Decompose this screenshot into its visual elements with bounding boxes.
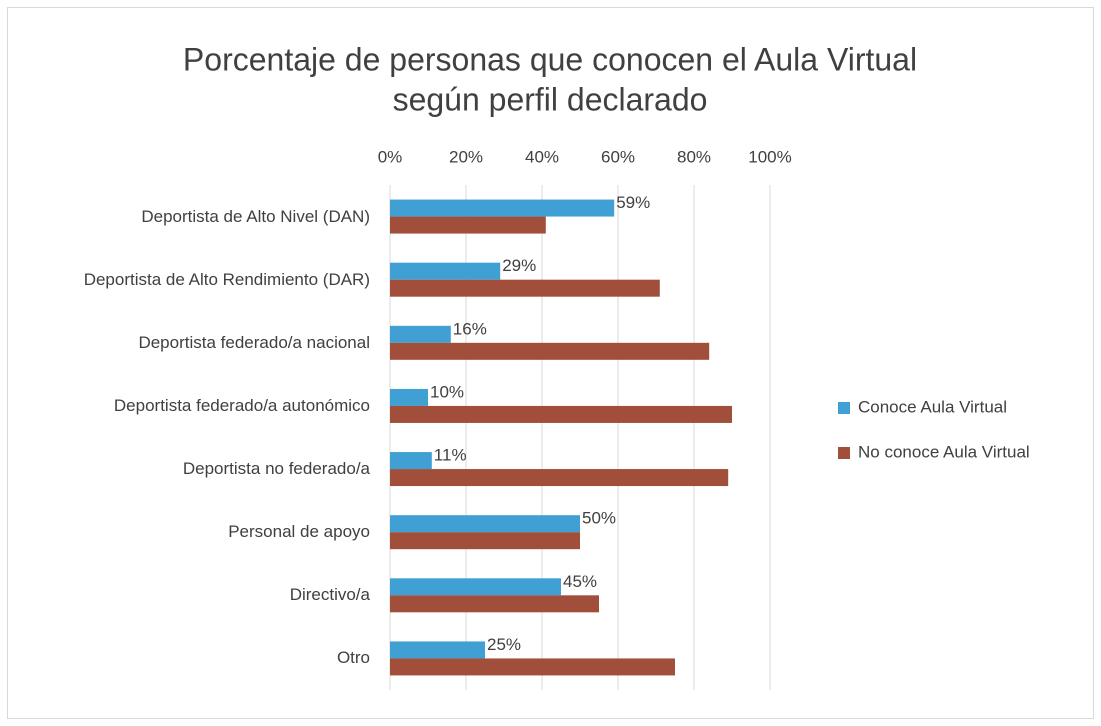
data-label: 29% xyxy=(502,256,536,275)
y-tick-text: Deportista de Alto Nivel (DAN) xyxy=(141,206,370,226)
x-tick-label: 60% xyxy=(601,147,635,166)
x-tick-label: 20% xyxy=(449,147,483,166)
y-tick-label: Personal de apoyo xyxy=(10,519,370,545)
y-tick-label: Deportista no federado/a xyxy=(10,456,370,482)
bar xyxy=(390,469,729,487)
y-tick-text: Deportista no federado/a xyxy=(182,459,370,479)
bar xyxy=(390,199,615,217)
x-tick-label: 40% xyxy=(525,147,559,166)
bar xyxy=(390,279,660,297)
y-tick-text: Otro xyxy=(336,648,370,668)
legend-label: Conoce Aula Virtual xyxy=(858,397,1007,416)
bar xyxy=(390,342,710,360)
x-tick-label: 0% xyxy=(378,147,403,166)
bar xyxy=(390,515,580,533)
y-tick-label: Deportista de Alto Rendimiento (DAR) xyxy=(10,267,370,293)
chart-title: Porcentaje de personas que conocen el Au… xyxy=(183,41,917,77)
data-label: 11% xyxy=(434,446,467,465)
legend-swatch xyxy=(838,402,850,414)
y-tick-label: Directivo/a xyxy=(10,582,370,608)
bar xyxy=(390,452,432,470)
y-tick-text: Deportista de Alto Rendimiento (DAR) xyxy=(83,269,370,289)
chart-title: según perfil declarado xyxy=(393,81,708,117)
y-tick-label: Deportista federado/a nacional xyxy=(10,330,370,356)
y-tick-text: Deportista federado/a autonómico xyxy=(113,395,370,415)
bar xyxy=(390,658,675,676)
data-label: 10% xyxy=(430,382,464,401)
y-tick-text: Deportista federado/a nacional xyxy=(138,332,370,352)
y-tick-label: Deportista de Alto Nivel (DAN) xyxy=(10,204,370,230)
y-tick-label: Deportista federado/a autonómico xyxy=(10,393,370,419)
legend-label: No conoce Aula Virtual xyxy=(858,442,1030,461)
bar xyxy=(390,325,451,343)
data-label: 16% xyxy=(453,319,487,338)
y-tick-label: Otro xyxy=(10,645,370,671)
x-tick-label: 80% xyxy=(677,147,711,166)
y-tick-text: Personal de apoyo xyxy=(228,522,370,542)
data-label: 25% xyxy=(487,635,521,654)
legend-swatch xyxy=(838,447,850,459)
bar xyxy=(390,216,546,234)
bar xyxy=(390,262,501,280)
data-label: 59% xyxy=(616,193,650,212)
x-tick-label: 100% xyxy=(748,147,791,166)
data-label: 45% xyxy=(563,572,597,591)
y-tick-text: Directivo/a xyxy=(289,585,370,605)
bar xyxy=(390,641,485,659)
data-label: 50% xyxy=(582,509,616,528)
bar xyxy=(390,388,428,406)
bar xyxy=(390,405,732,423)
bar xyxy=(390,595,599,613)
bar xyxy=(390,578,561,596)
bar xyxy=(390,532,580,550)
